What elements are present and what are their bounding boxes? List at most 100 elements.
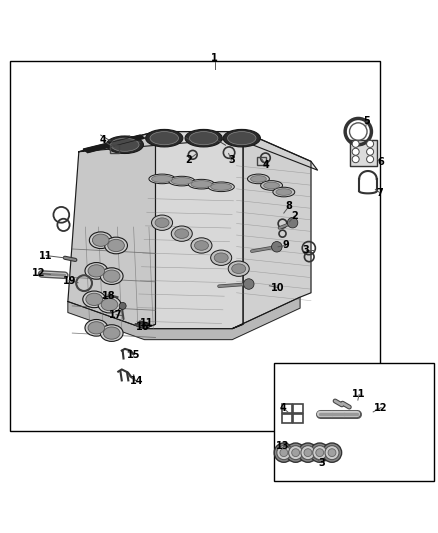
Text: 14: 14 [130, 376, 143, 386]
Polygon shape [83, 135, 145, 152]
Bar [293, 403, 303, 413]
Circle shape [313, 446, 327, 459]
Text: 19: 19 [63, 276, 76, 286]
Polygon shape [68, 297, 300, 340]
Ellipse shape [83, 291, 106, 308]
Text: 3: 3 [318, 458, 325, 468]
Ellipse shape [185, 130, 223, 147]
Ellipse shape [103, 327, 120, 339]
Circle shape [280, 449, 288, 457]
Ellipse shape [191, 238, 212, 253]
Ellipse shape [175, 229, 189, 238]
Polygon shape [232, 132, 311, 329]
Text: 4: 4 [262, 160, 269, 170]
Circle shape [316, 449, 324, 457]
Ellipse shape [85, 319, 108, 336]
Text: 11: 11 [39, 251, 53, 261]
Ellipse shape [208, 182, 234, 191]
Circle shape [286, 443, 305, 462]
Text: 10: 10 [272, 282, 285, 293]
Ellipse shape [92, 234, 109, 246]
Ellipse shape [149, 174, 175, 184]
Circle shape [367, 156, 374, 163]
Polygon shape [350, 140, 377, 166]
Ellipse shape [101, 298, 118, 311]
Circle shape [119, 302, 126, 310]
Circle shape [352, 148, 359, 155]
Ellipse shape [171, 177, 192, 184]
Text: 8: 8 [286, 201, 293, 211]
Ellipse shape [261, 181, 283, 190]
Ellipse shape [214, 253, 228, 263]
Ellipse shape [86, 293, 102, 305]
Text: 12: 12 [32, 268, 45, 278]
Circle shape [367, 148, 374, 155]
Ellipse shape [108, 239, 124, 252]
Circle shape [292, 449, 300, 457]
Text: 18: 18 [102, 291, 116, 301]
Text: 2: 2 [185, 155, 192, 165]
Text: 12: 12 [374, 402, 388, 413]
Text: 2: 2 [291, 211, 298, 221]
Circle shape [367, 140, 374, 147]
Ellipse shape [223, 130, 260, 147]
Circle shape [304, 449, 312, 457]
Ellipse shape [211, 250, 232, 265]
Circle shape [328, 449, 336, 457]
Circle shape [289, 446, 303, 459]
Bar [282, 403, 292, 413]
Ellipse shape [211, 183, 232, 190]
Text: 6: 6 [378, 157, 385, 167]
Ellipse shape [169, 176, 195, 186]
Ellipse shape [189, 132, 218, 145]
Text: 1: 1 [211, 53, 218, 63]
Ellipse shape [188, 179, 215, 189]
Polygon shape [79, 132, 318, 170]
Ellipse shape [98, 296, 121, 313]
Ellipse shape [155, 218, 169, 228]
Circle shape [298, 443, 318, 462]
Text: 11: 11 [353, 390, 366, 399]
Ellipse shape [191, 181, 212, 188]
Circle shape [352, 140, 359, 147]
Polygon shape [68, 132, 155, 329]
Bar [293, 414, 303, 423]
Text: 3: 3 [228, 155, 235, 165]
Circle shape [274, 443, 293, 462]
Ellipse shape [89, 232, 112, 248]
Text: 16: 16 [136, 322, 149, 332]
Circle shape [301, 446, 315, 459]
Circle shape [352, 156, 359, 163]
Ellipse shape [228, 132, 256, 145]
Ellipse shape [194, 241, 208, 251]
Ellipse shape [276, 189, 292, 195]
Text: 4: 4 [279, 402, 286, 413]
Ellipse shape [264, 182, 279, 189]
Circle shape [322, 443, 342, 462]
Text: 9: 9 [282, 240, 289, 251]
Circle shape [277, 446, 291, 459]
Bar [10, 61, 380, 431]
Polygon shape [145, 132, 243, 329]
Bar [274, 363, 434, 481]
Ellipse shape [88, 265, 105, 277]
Ellipse shape [105, 237, 127, 254]
Ellipse shape [88, 322, 105, 334]
Text: 7: 7 [377, 188, 384, 198]
Text: 15: 15 [127, 350, 140, 360]
Circle shape [325, 446, 339, 459]
Ellipse shape [85, 263, 108, 279]
Bar [110, 145, 119, 153]
Circle shape [244, 279, 254, 289]
Ellipse shape [152, 215, 173, 230]
Ellipse shape [247, 174, 269, 184]
Ellipse shape [145, 130, 183, 147]
Text: 13: 13 [276, 441, 289, 451]
Ellipse shape [228, 261, 249, 276]
Ellipse shape [273, 187, 295, 197]
Text: 4: 4 [99, 135, 106, 146]
Ellipse shape [110, 138, 139, 151]
Circle shape [310, 443, 329, 462]
Text: 5: 5 [364, 116, 371, 126]
Ellipse shape [103, 270, 120, 282]
